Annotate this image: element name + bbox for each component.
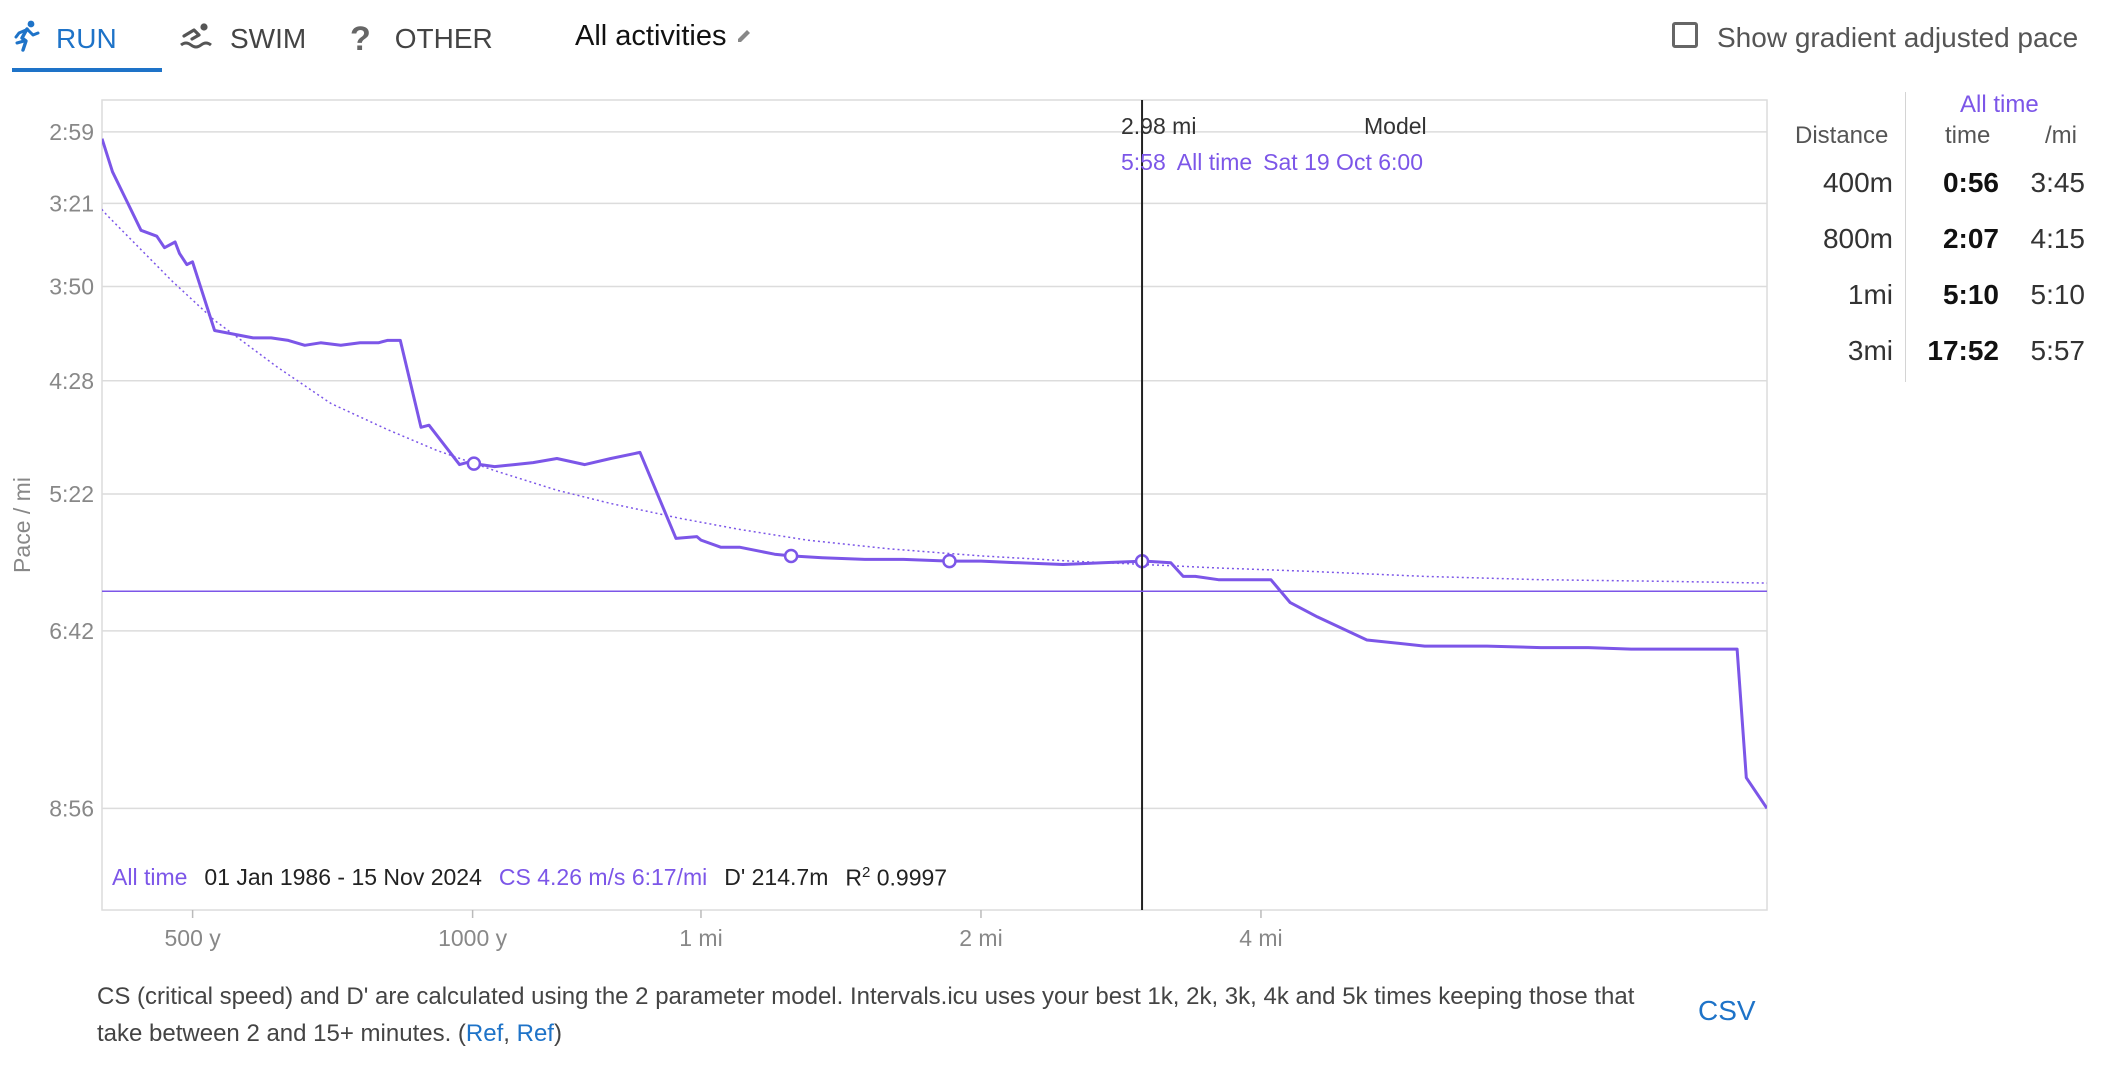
table-cell-distance: 1mi (1847, 279, 1893, 310)
y-tick-label: 3:21 (49, 190, 94, 216)
question-icon: ? (350, 19, 371, 58)
table-cell-time: 17:52 (1927, 335, 1999, 366)
x-axis-ticks: 500 y 1000 y 1 mi 2 mi 4 mi (164, 910, 1283, 951)
tooltip-row: 5:58 All time Sat 19 Oct 6:00 (1121, 149, 1423, 176)
table-cell-pace: 4:15 (2030, 223, 2086, 254)
y-tick-label: 5:22 (49, 481, 94, 507)
table-cell-time: 0:56 (1942, 167, 1999, 198)
table-cell-distance: 800m (1822, 223, 1893, 254)
model-curve (102, 208, 1767, 584)
y-tick-label: 8:56 (49, 795, 94, 821)
y-tick-label: 6:42 (49, 618, 94, 644)
chart-summary: All time 01 Jan 1986 - 15 Nov 2024 CS 4.… (112, 864, 947, 892)
table-time-header: time (1945, 122, 1991, 149)
tooltip-distance: 2.98 mi (1121, 113, 1197, 139)
summary-cs: CS 4.26 m/s 6:17/mi (498, 864, 708, 890)
table-pace-header: /mi (2045, 122, 2077, 149)
y-axis-ticks: 2:59 3:21 3:50 4:28 5:22 6:42 8:56 (49, 119, 94, 822)
table-distance-header: Distance (1795, 122, 1889, 149)
csv-export-button[interactable]: CSV (1698, 995, 1756, 1026)
chart-grid (101, 99, 1768, 911)
gap-checkbox-label: Show gradient adjusted pace (1717, 22, 2079, 53)
pencil-icon (735, 20, 753, 53)
summary-period: All time (112, 864, 188, 890)
tooltip-period: All time (1176, 149, 1253, 175)
y-axis-label: Pace / mi (9, 477, 35, 573)
chart-series (102, 138, 1767, 810)
ref-link-2[interactable]: Ref (516, 1020, 554, 1047)
summary-d-prime: D' 214.7m (724, 864, 829, 890)
gap-checkbox[interactable] (1672, 22, 1698, 48)
best-pace-curve (102, 138, 1767, 810)
table-period-header: All time (1960, 91, 2039, 118)
tooltip-pace: 5:58 (1121, 149, 1166, 175)
x-tick-label: 1000 y (438, 925, 508, 951)
activity-filter[interactable]: All activities (575, 20, 753, 53)
table-cell-pace: 5:57 (2030, 335, 2086, 366)
table-cell-time: 5:10 (1942, 279, 1999, 310)
active-tab-underline (12, 68, 162, 72)
curve-marker[interactable] (783, 548, 799, 564)
table-cell-time: 2:07 (1942, 223, 1999, 254)
y-tick-label: 4:28 (49, 368, 94, 394)
ref-link-1[interactable]: Ref (465, 1020, 504, 1047)
table-cell-pace: 3:45 (2030, 167, 2086, 198)
curve-marker[interactable] (942, 553, 957, 569)
table-divider (1905, 92, 1906, 382)
summary-r2: R2 0.9997 (845, 864, 948, 891)
x-tick-label: 2 mi (959, 925, 1002, 951)
tab-swim[interactable]: SWIM (178, 8, 306, 70)
tab-other[interactable]: ? OTHER (350, 8, 493, 70)
y-tick-label: 2:59 (49, 119, 94, 145)
swim-icon (178, 21, 216, 58)
run-icon (12, 19, 42, 60)
pace-curve-chart[interactable]: 2:59 3:21 3:50 4:28 5:22 6:42 8:56 500 y 1000 y… (0, 90, 1790, 960)
x-tick-label: 500 y (164, 925, 221, 951)
tab-other-label: OTHER (394, 23, 493, 54)
activity-filter-label: All activities (575, 20, 727, 52)
table-cell-pace: 5:10 (2030, 279, 2086, 310)
table-cell-distance: 3mi (1847, 335, 1893, 366)
table-cell-distance: 400m (1822, 167, 1893, 198)
x-tick-label: 4 mi (1239, 925, 1282, 951)
plot-frame (101, 99, 1768, 911)
tab-run[interactable]: RUN (12, 8, 162, 72)
tooltip-date: Sat 19 Oct 6:00 (1263, 149, 1423, 175)
curve-marker[interactable] (466, 456, 482, 471)
chart-markers (466, 456, 1150, 569)
tab-run-label: RUN (56, 23, 117, 54)
y-tick-label: 3:50 (49, 273, 94, 299)
tab-swim-label: SWIM (230, 23, 307, 54)
footer-text: CS (critical speed) and D' are calculate… (97, 983, 1635, 1047)
tooltip-model-label: Model (1364, 113, 1427, 139)
footer-note: CS (critical speed) and D' are calculate… (97, 983, 1635, 1047)
x-tick-label: 1 mi (679, 925, 722, 951)
summary-dates: 01 Jan 1986 - 15 Nov 2024 (204, 864, 482, 890)
